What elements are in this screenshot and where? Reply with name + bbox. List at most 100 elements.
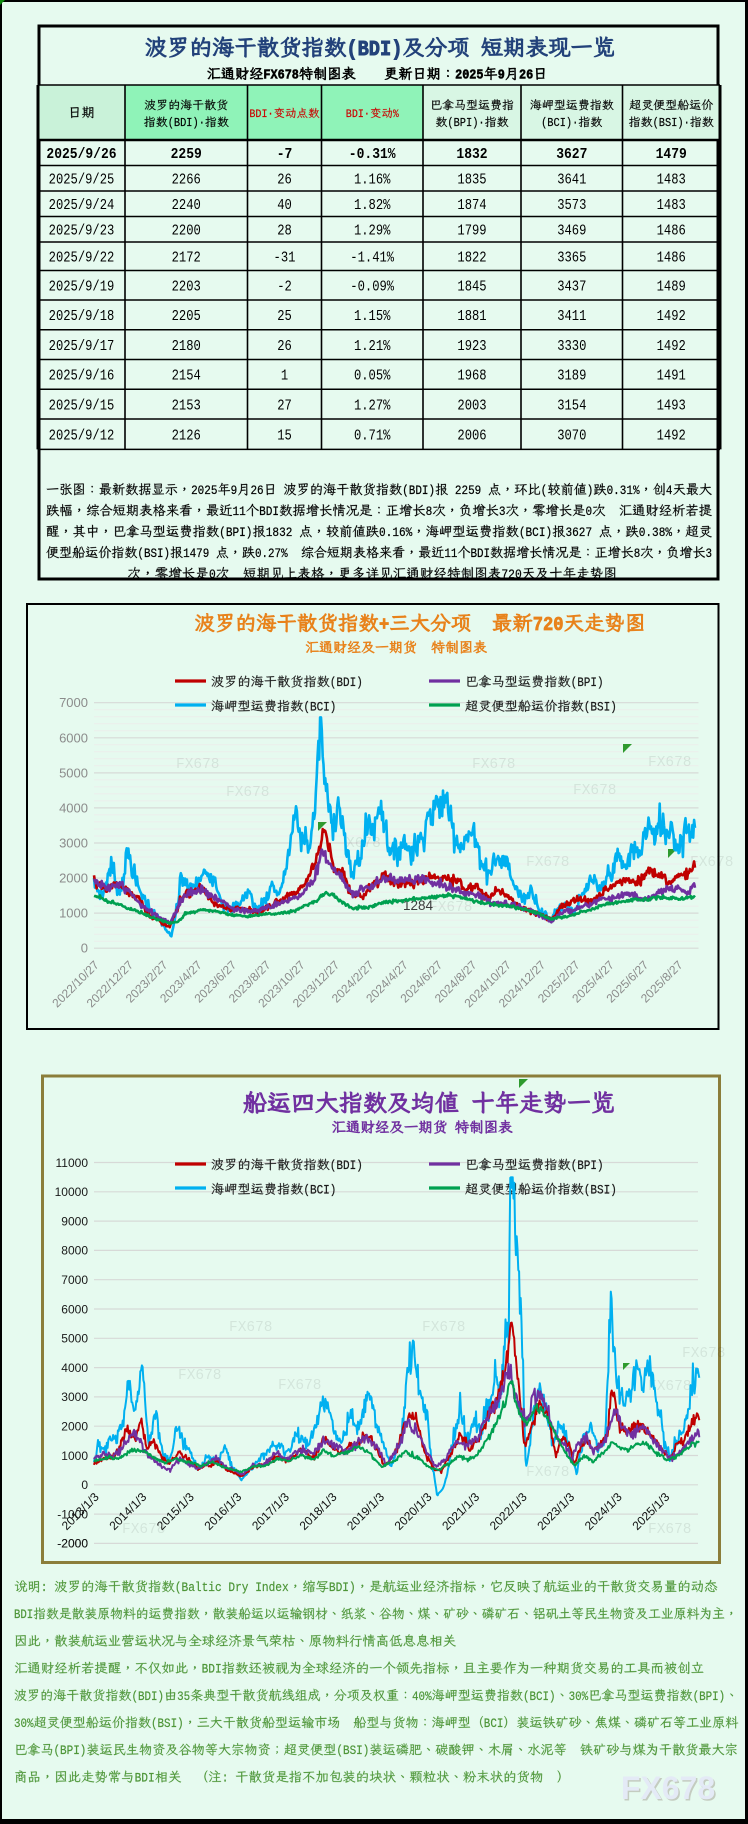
svg-text:11: 11 bbox=[232, 504, 246, 519]
svg-text:3573: 3573 bbox=[557, 198, 586, 214]
svg-text:2025/9/17: 2025/9/17 bbox=[49, 339, 115, 355]
svg-text:1822: 1822 bbox=[457, 250, 486, 266]
svg-text:1923: 1923 bbox=[457, 339, 486, 355]
svg-text:28: 28 bbox=[277, 223, 292, 239]
svg-text:0.38%: 0.38% bbox=[639, 525, 673, 540]
svg-text:2126: 2126 bbox=[172, 428, 201, 444]
svg-text:(: ( bbox=[541, 483, 548, 498]
svg-text:2025: 2025 bbox=[191, 483, 217, 498]
svg-text:FX678: FX678 bbox=[278, 1378, 322, 1394]
svg-text:BCI: BCI bbox=[484, 1716, 504, 1731]
svg-text:8000: 8000 bbox=[61, 1244, 88, 1258]
svg-text:FX678: FX678 bbox=[648, 1379, 692, 1395]
svg-text:1492: 1492 bbox=[657, 428, 686, 444]
svg-text:2000: 2000 bbox=[59, 871, 88, 886]
svg-text:BDI: BDI bbox=[470, 546, 490, 561]
svg-text:FX678: FX678 bbox=[472, 757, 516, 773]
svg-text:-1000: -1000 bbox=[57, 1507, 88, 1521]
svg-text:3330: 3330 bbox=[557, 339, 586, 355]
svg-text:7000: 7000 bbox=[59, 695, 88, 710]
svg-text:35: 35 bbox=[177, 1689, 190, 1704]
svg-text:(BDI): (BDI) bbox=[330, 1158, 363, 1173]
svg-text:-2: -2 bbox=[277, 279, 292, 295]
svg-text:6000: 6000 bbox=[59, 730, 88, 745]
svg-text:FX678: FX678 bbox=[176, 757, 220, 773]
svg-text:5000: 5000 bbox=[61, 1332, 88, 1346]
svg-text:3365: 3365 bbox=[557, 250, 586, 266]
svg-text:1845: 1845 bbox=[457, 279, 486, 295]
svg-text:1489: 1489 bbox=[657, 279, 686, 295]
svg-text:26: 26 bbox=[277, 172, 292, 188]
svg-text:2025/9/26: 2025/9/26 bbox=[46, 147, 116, 163]
svg-text:FX678: FX678 bbox=[622, 1772, 716, 1808]
svg-text:(BCI): (BCI) bbox=[303, 700, 336, 715]
svg-text:2006: 2006 bbox=[457, 428, 486, 444]
svg-text:2025: 2025 bbox=[455, 69, 483, 84]
svg-text:2205: 2205 bbox=[172, 309, 201, 325]
svg-text:1486: 1486 bbox=[657, 223, 686, 239]
svg-text:8: 8 bbox=[426, 504, 433, 519]
svg-text:2025/9/24: 2025/9/24 bbox=[49, 198, 115, 214]
svg-text:0.16%: 0.16% bbox=[379, 525, 413, 540]
svg-text:(BDI): (BDI) bbox=[131, 1689, 164, 1704]
svg-text:-2000: -2000 bbox=[57, 1537, 88, 1551]
svg-text:4: 4 bbox=[666, 483, 673, 498]
svg-text:(BPI): (BPI) bbox=[53, 1743, 86, 1758]
svg-text:0: 0 bbox=[209, 567, 216, 582]
svg-text:7000: 7000 bbox=[61, 1273, 88, 1287]
svg-text:BDI: BDI bbox=[202, 1662, 222, 1677]
svg-text:0.71%: 0.71% bbox=[354, 428, 391, 444]
svg-text:-2000: -2000 bbox=[57, 1537, 88, 1551]
svg-text:(BSI): (BSI) bbox=[151, 1716, 184, 1731]
svg-text:FX678: FX678 bbox=[648, 1522, 692, 1538]
svg-text:FX678: FX678 bbox=[621, 1770, 715, 1806]
svg-text:2240: 2240 bbox=[172, 198, 201, 214]
svg-text:1: 1 bbox=[281, 369, 288, 385]
svg-text:3469: 3469 bbox=[557, 223, 586, 239]
svg-text:2154: 2154 bbox=[172, 369, 201, 385]
svg-text:(BSI): (BSI) bbox=[336, 1743, 369, 1758]
svg-text:(BDI): (BDI) bbox=[346, 38, 402, 62]
svg-text:3: 3 bbox=[499, 504, 506, 519]
svg-text:(BDI): (BDI) bbox=[402, 483, 435, 498]
svg-text:FX678: FX678 bbox=[429, 900, 473, 916]
svg-text:1493: 1493 bbox=[657, 398, 686, 414]
svg-text:3411: 3411 bbox=[557, 309, 586, 325]
svg-text:1881: 1881 bbox=[457, 309, 486, 325]
svg-text:-1.41%: -1.41% bbox=[350, 250, 394, 266]
svg-text:FX678: FX678 bbox=[526, 1465, 570, 1481]
svg-text:(BSI): (BSI) bbox=[137, 546, 170, 561]
svg-text:9000: 9000 bbox=[61, 1214, 88, 1228]
svg-text:1479: 1479 bbox=[183, 546, 209, 561]
svg-text:1835: 1835 bbox=[457, 172, 486, 188]
svg-text:2180: 2180 bbox=[172, 339, 201, 355]
svg-text:%: % bbox=[393, 109, 399, 121]
svg-text:FX678: FX678 bbox=[648, 755, 692, 771]
svg-text:(BDI): (BDI) bbox=[330, 675, 363, 690]
svg-text:): ) bbox=[587, 483, 594, 498]
svg-text:6000: 6000 bbox=[61, 1302, 88, 1316]
svg-text:(BSI)·: (BSI)· bbox=[653, 117, 690, 130]
svg-text:1832: 1832 bbox=[266, 525, 293, 540]
svg-text:(BPI)·: (BPI)· bbox=[447, 117, 484, 130]
svg-text:2025/9/22: 2025/9/22 bbox=[49, 250, 115, 266]
svg-text:BDI: BDI bbox=[259, 504, 279, 519]
svg-text:FX678: FX678 bbox=[229, 1320, 273, 1336]
svg-text:(BCI)·: (BCI)· bbox=[541, 117, 578, 130]
svg-text:2025/9/16: 2025/9/16 bbox=[49, 369, 115, 385]
svg-text:FX678: FX678 bbox=[122, 1522, 166, 1538]
svg-text:(BCI): (BCI) bbox=[303, 1183, 336, 1198]
svg-text:3000: 3000 bbox=[61, 1390, 88, 1404]
svg-text:BDI: BDI bbox=[14, 1608, 33, 1622]
svg-text:2266: 2266 bbox=[172, 172, 201, 188]
svg-text:2203: 2203 bbox=[172, 279, 201, 295]
svg-text:40: 40 bbox=[277, 198, 292, 214]
svg-text:3641: 3641 bbox=[557, 172, 586, 188]
svg-text:(BCI): (BCI) bbox=[523, 1689, 556, 1704]
svg-text:2259: 2259 bbox=[171, 147, 202, 163]
svg-text:1000: 1000 bbox=[59, 906, 88, 921]
svg-text:11000: 11000 bbox=[56, 1156, 89, 1170]
svg-text:1.16%: 1.16% bbox=[354, 172, 391, 188]
svg-text:1486: 1486 bbox=[657, 250, 686, 266]
svg-text:26: 26 bbox=[277, 339, 292, 355]
